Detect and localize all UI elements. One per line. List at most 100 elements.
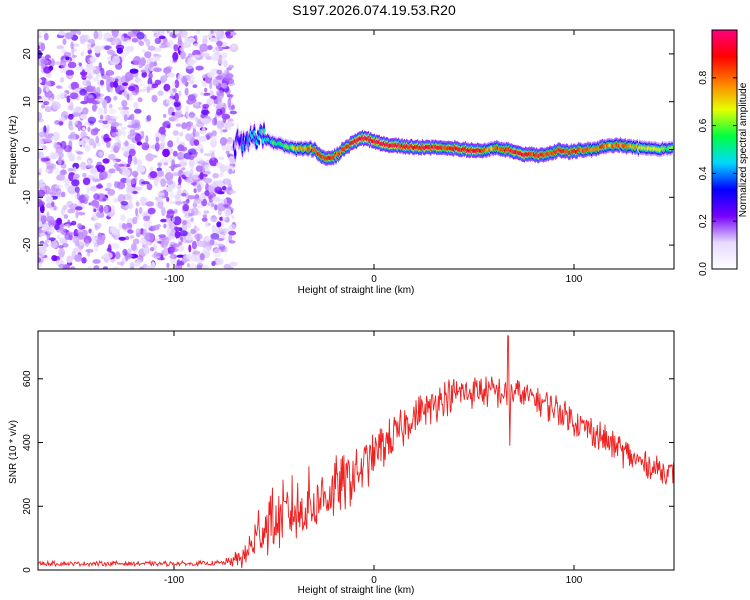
noise-blob [92, 259, 101, 264]
noise-blob [58, 247, 65, 258]
noise-blob [38, 198, 43, 208]
noise-blob [135, 201, 140, 207]
noise-blob [211, 130, 217, 137]
noise-blob [76, 229, 83, 235]
noise-blob [146, 114, 152, 122]
noise-blob [163, 162, 169, 166]
noise-blob [195, 121, 205, 128]
noise-blob [228, 234, 233, 243]
noise-blob [190, 125, 197, 130]
noise-blob [77, 223, 83, 229]
noise-blob [231, 44, 236, 50]
noise-blob [189, 159, 194, 169]
noise-blob [146, 86, 151, 94]
noise-blob [38, 34, 42, 39]
noise-blob [184, 170, 191, 177]
noise-blob [65, 56, 70, 61]
noise-blob [199, 253, 205, 261]
noise-blob [92, 85, 96, 95]
noise-blob [67, 172, 73, 181]
y-tick-label: 0 [22, 567, 33, 573]
noise-blob [111, 243, 120, 250]
noise-blob [171, 217, 175, 223]
noise-blob [169, 255, 175, 259]
noise-blob [193, 188, 197, 194]
snr-frame [37, 330, 675, 571]
noise-blob [77, 124, 81, 132]
noise-blob [170, 247, 179, 253]
noise-blob [158, 234, 167, 238]
noise-blob [229, 190, 236, 194]
noise-blob [143, 246, 150, 255]
spectrogram-noise [38, 30, 239, 269]
noise-blob [128, 95, 134, 101]
noise-blob [143, 215, 151, 222]
noise-blob [141, 181, 150, 185]
noise-blob [48, 237, 56, 241]
noise-blob [96, 86, 101, 94]
noise-blob [175, 230, 179, 239]
noise-blob [147, 45, 156, 51]
colorbar-ticks: 0.0 0.2 0.4 0.6 0.8 [698, 29, 738, 276]
noise-blob [203, 170, 211, 175]
noise-blob [153, 251, 159, 259]
snr-ticks: -100 0 100 0 200 400 600 [22, 331, 674, 586]
noise-blob [132, 170, 139, 177]
noise-blob [45, 195, 53, 204]
noise-blob [176, 136, 180, 144]
noise-blob [59, 91, 68, 99]
spectrogram-xlabel: Height of straight line (km) [298, 285, 415, 296]
noise-blob [58, 156, 62, 166]
noise-blob [67, 185, 77, 195]
noise-blob [174, 111, 179, 118]
noise-blob [109, 87, 114, 94]
noise-blob [195, 165, 203, 172]
noise-blob [191, 54, 201, 58]
noise-blob [172, 130, 179, 136]
noise-blob [187, 94, 196, 101]
noise-blob [131, 124, 139, 129]
noise-blob [92, 104, 97, 112]
noise-blob [177, 35, 182, 44]
noise-blob [56, 45, 64, 50]
noise-blob [38, 151, 44, 159]
noise-blob [147, 77, 153, 86]
colorbar-frame [711, 29, 738, 270]
noise-blob [60, 207, 65, 216]
noise-blob [72, 107, 81, 117]
noise-blob [120, 214, 126, 222]
noise-blob [129, 235, 135, 239]
noise-blob [180, 46, 185, 53]
noise-blob [186, 121, 192, 131]
noise-blob [87, 38, 96, 44]
noise-blob [87, 94, 94, 99]
noise-blob [125, 236, 130, 241]
noise-blob [42, 101, 50, 106]
noise-blob [120, 201, 129, 206]
noise-blob [128, 148, 136, 157]
noise-blob [44, 106, 53, 113]
noise-blob [132, 216, 138, 225]
noise-blob [147, 207, 156, 215]
noise-blob [142, 48, 146, 53]
noise-blob [193, 43, 202, 47]
noise-blob [186, 111, 190, 118]
noise-blob [98, 119, 104, 124]
noise-blob [163, 247, 168, 257]
noise-blob [123, 141, 130, 147]
noise-blob [178, 90, 182, 97]
noise-blob [64, 145, 72, 153]
noise-blob [219, 127, 223, 135]
noise-blob [81, 257, 87, 264]
noise-blob [156, 31, 160, 38]
noise-blob [228, 155, 236, 165]
noise-blob [166, 196, 170, 202]
noise-blob [204, 87, 208, 93]
noise-blob [87, 126, 91, 132]
noise-blob [83, 95, 89, 103]
noise-blob [122, 82, 129, 86]
noise-blob [122, 33, 129, 38]
noise-blob [127, 229, 134, 234]
noise-blob [87, 72, 92, 80]
